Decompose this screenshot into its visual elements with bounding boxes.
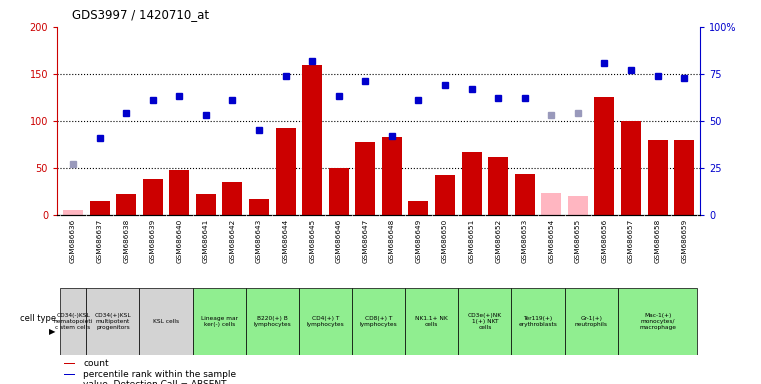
Text: GSM686659: GSM686659 [681,219,687,263]
Text: KSL cells: KSL cells [153,319,179,324]
Text: CD4(+) T
lymphocytes: CD4(+) T lymphocytes [307,316,344,327]
Bar [648,140,667,215]
Bar [139,288,193,355]
Text: ▶: ▶ [49,327,56,336]
Text: count: count [84,359,109,368]
Text: GSM686649: GSM686649 [416,219,422,263]
Text: GSM686641: GSM686641 [203,219,209,263]
Bar [299,288,352,355]
Text: CD34(+)KSL
multipotent
progenitors: CD34(+)KSL multipotent progenitors [94,313,131,330]
Bar [618,288,698,355]
Bar [541,194,562,215]
Bar [594,98,614,215]
Bar [674,140,694,215]
Text: GSM686640: GSM686640 [177,219,183,263]
Text: GSM686638: GSM686638 [123,219,129,263]
Bar [329,168,349,215]
Text: GSM686646: GSM686646 [336,219,342,263]
Bar [489,157,508,215]
Bar [143,179,163,215]
Bar [59,288,86,355]
Bar [275,127,295,215]
Bar [249,199,269,215]
Text: GSM686657: GSM686657 [628,219,634,263]
Text: value, Detection Call = ABSENT: value, Detection Call = ABSENT [84,380,227,384]
Bar [246,288,299,355]
Text: GSM686645: GSM686645 [309,219,315,263]
Text: GSM686639: GSM686639 [150,219,156,263]
Text: GSM686647: GSM686647 [362,219,368,263]
Text: GSM686655: GSM686655 [575,219,581,263]
Bar [435,175,455,215]
Bar [458,288,511,355]
Text: GSM686650: GSM686650 [442,219,448,263]
Text: CD3e(+)NK
1(+) NKT
cells: CD3e(+)NK 1(+) NKT cells [468,313,502,330]
Bar [86,288,139,355]
Text: GSM686658: GSM686658 [654,219,661,263]
Text: GSM686652: GSM686652 [495,219,501,263]
Bar [409,201,428,215]
Bar [355,142,375,215]
Bar [568,196,587,215]
Bar [193,288,246,355]
Text: GSM686648: GSM686648 [389,219,395,263]
Bar [352,288,405,355]
Bar [382,137,402,215]
Bar [90,201,110,215]
Text: GSM686653: GSM686653 [522,219,527,263]
Bar [302,65,322,215]
Text: GSM686636: GSM686636 [70,219,76,263]
Bar [222,182,243,215]
Bar [462,152,482,215]
Bar [63,210,83,215]
Text: GDS3997 / 1420710_at: GDS3997 / 1420710_at [72,8,209,21]
Text: Gr-1(+)
neutrophils: Gr-1(+) neutrophils [575,316,608,327]
Text: percentile rank within the sample: percentile rank within the sample [84,370,237,379]
Bar [170,170,189,215]
Text: GSM686643: GSM686643 [256,219,262,263]
Text: Lineage mar
ker(-) cells: Lineage mar ker(-) cells [201,316,237,327]
Bar [511,288,565,355]
Text: Mac-1(+)
monocytes/
macrophage: Mac-1(+) monocytes/ macrophage [639,313,676,330]
Text: GSM686651: GSM686651 [469,219,475,263]
Text: GSM686644: GSM686644 [282,219,288,263]
Text: CD8(+) T
lymphocytes: CD8(+) T lymphocytes [360,316,397,327]
Text: CD34(-)KSL
hematopoieti
c stem cells: CD34(-)KSL hematopoieti c stem cells [53,313,93,330]
Bar [63,363,75,364]
Bar [621,121,641,215]
Bar [565,288,618,355]
Text: GSM686656: GSM686656 [601,219,607,263]
Text: GSM686642: GSM686642 [230,219,235,263]
Text: Ter119(+)
erythroblasts: Ter119(+) erythroblasts [518,316,558,327]
Bar [514,174,535,215]
Text: GSM686637: GSM686637 [97,219,103,263]
Text: GSM686654: GSM686654 [549,219,554,263]
Bar [405,288,458,355]
Bar [116,194,136,215]
Text: cell type: cell type [20,314,56,323]
Text: NK1.1+ NK
cells: NK1.1+ NK cells [416,316,448,327]
Text: B220(+) B
lymphocytes: B220(+) B lymphocytes [253,316,291,327]
Bar [196,194,216,215]
